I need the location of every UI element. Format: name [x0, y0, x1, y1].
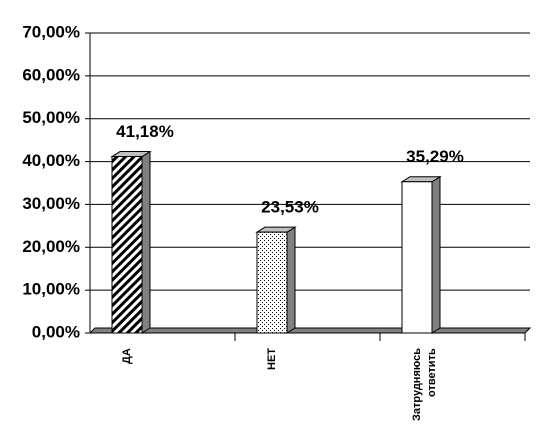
floor — [88, 327, 532, 334]
y-tick-label: 10,00% — [22, 280, 80, 299]
value-label: 35,29% — [406, 147, 464, 166]
y-tick-label: 0,00% — [32, 322, 80, 341]
y-tick-label: 40,00% — [22, 151, 80, 170]
y-tick-label: 20,00% — [22, 237, 80, 256]
value-label: 41,18% — [116, 122, 174, 141]
y-tick-label: 30,00% — [22, 194, 80, 213]
value-label: 23,53% — [261, 198, 319, 217]
x-tick-label: НЕТ — [266, 348, 278, 370]
y-tick-label: 70,00% — [22, 22, 80, 41]
x-tick-label: Затрудняюсь ответить — [411, 348, 438, 421]
y-tick-label: 50,00% — [22, 108, 80, 127]
bar — [255, 226, 297, 334]
x-tick-label: ДА — [121, 348, 133, 364]
y-tick-label: 60,00% — [22, 65, 80, 84]
bar — [400, 175, 442, 334]
bar — [110, 150, 152, 334]
